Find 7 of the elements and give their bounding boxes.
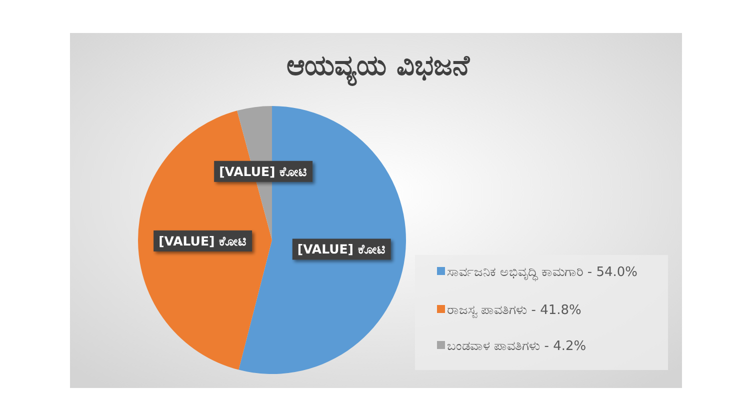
chart-title: ಆಯವ್ಯಯ ವಿಭಜನೆ	[286, 49, 470, 86]
legend-label: ಬಂಡವಾಳ ಪಾವತಿಗಳು - 4.2%	[447, 339, 586, 354]
data-label: [VALUE] ಕೋಟಿ	[219, 164, 308, 179]
legend-label: ರಾಜಸ್ವ ಪಾವತಿಗಳು - 41.8%	[447, 303, 582, 318]
data-label: [VALUE] ಕೋಟಿ	[297, 242, 386, 257]
legend-label: ಸಾರ್ವಜನಿಕ ಅಭಿವೃದ್ಧಿ ಕಾಮಗಾರಿ - 54.0%	[447, 265, 638, 281]
data-label: [VALUE] ಕೋಟಿ	[158, 233, 248, 248]
